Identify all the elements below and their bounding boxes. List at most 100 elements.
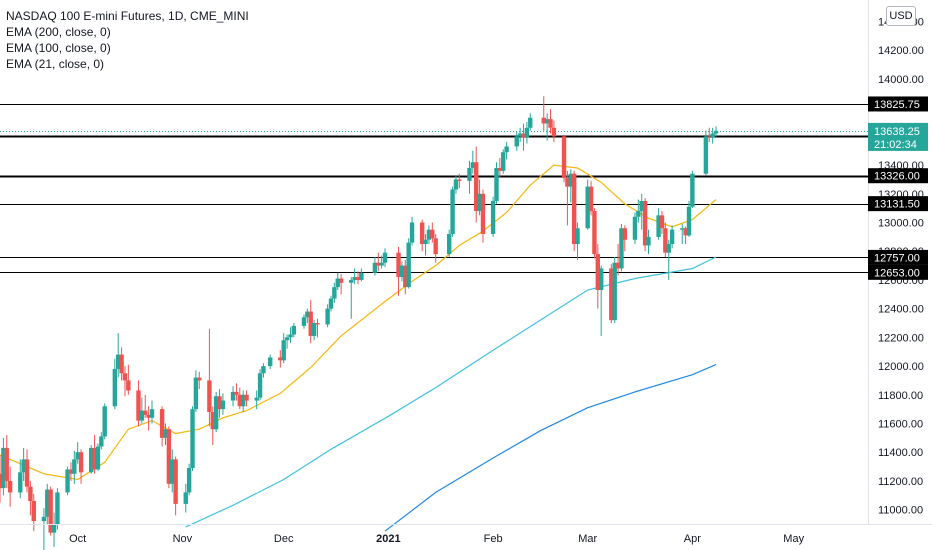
y-tick-label: 14000.00: [878, 74, 924, 86]
candle-body: [122, 373, 128, 381]
candle-body: [281, 340, 286, 361]
candle-body: [139, 410, 145, 421]
candle-body: [396, 252, 401, 278]
candle-body: [551, 127, 557, 137]
candle-body: [186, 468, 192, 493]
candle-body: [68, 469, 74, 474]
x-tick-label: Dec: [274, 533, 294, 545]
candle-body: [379, 262, 384, 266]
candle-body: [45, 489, 50, 517]
y-tick-label: 11800.00: [878, 390, 923, 402]
candle-body: [382, 252, 388, 263]
candle-body: [301, 317, 307, 326]
candle-body: [136, 390, 141, 421]
candle-body: [78, 452, 84, 473]
candle-body: [541, 117, 546, 124]
candle-body: [217, 396, 222, 410]
candle-body: [355, 277, 361, 280]
candle-body: [639, 200, 644, 212]
candle-body: [288, 334, 293, 338]
candle-body: [146, 414, 151, 418]
candle-body: [477, 193, 482, 212]
candle-body: [335, 278, 340, 288]
candle-body: [642, 200, 648, 246]
candle-body: [588, 186, 594, 212]
candle-body: [680, 228, 685, 230]
candle-body: [1, 447, 6, 489]
candle-body: [585, 186, 590, 229]
candle-body: [159, 409, 165, 438]
candle-body: [88, 447, 94, 473]
y-tick-label: 12200.00: [878, 332, 924, 344]
candle-body: [372, 262, 378, 273]
candle-body: [325, 308, 330, 325]
candle-body: [480, 193, 486, 235]
candle-body: [376, 262, 381, 266]
candle-body: [143, 410, 148, 415]
candle-body: [338, 278, 344, 283]
candle-body: [433, 238, 438, 255]
y-tick-label: 14200.00: [878, 45, 924, 57]
candle-body: [102, 406, 107, 437]
candle-body: [254, 397, 259, 401]
candle-body: [470, 162, 476, 168]
candle-body: [349, 279, 354, 283]
candle-body: [453, 179, 459, 190]
level-price-label-bg: [868, 196, 928, 212]
candle-body: [72, 459, 77, 474]
level-price-label-bg: [868, 96, 928, 112]
candle-body: [406, 242, 411, 288]
candle-body: [636, 211, 641, 217]
candle-body: [352, 277, 357, 280]
candle-body: [450, 189, 455, 235]
ema-200-line: [384, 364, 717, 532]
candle-body: [419, 222, 425, 245]
level-price-label: 12653.00: [874, 267, 920, 279]
candle-body: [149, 409, 155, 418]
x-tick-label: Feb: [484, 533, 503, 545]
candle-body: [474, 162, 479, 212]
candle-body: [237, 394, 242, 407]
candle-body: [183, 492, 188, 504]
candle-body: [7, 480, 13, 493]
level-price-label-bg: [868, 249, 928, 265]
candle-body: [403, 265, 408, 288]
legend-ema-100[interactable]: EMA (100, close, 0): [6, 41, 111, 55]
candle-body: [234, 391, 239, 395]
level-price-label: 12757.00: [874, 252, 920, 264]
candle-body: [517, 133, 523, 137]
candle-body: [568, 173, 573, 187]
x-tick-label: Mar: [578, 533, 597, 545]
candle-body: [575, 228, 580, 245]
y-tick-label: 12000.00: [878, 361, 924, 373]
time-axis[interactable]: Oct Nov Dec 2021 Feb Mar Apr May: [0, 524, 932, 546]
candle-body: [240, 394, 246, 407]
candle-body: [592, 211, 597, 255]
currency-button[interactable]: USD: [886, 6, 916, 26]
y-tick-label: 11400.00: [878, 447, 923, 459]
ema-21-line: [0, 164, 717, 481]
candle-body: [359, 272, 364, 280]
candle-body: [666, 244, 671, 253]
candle-body: [190, 409, 195, 469]
last-price-label: 13638.25: [874, 126, 920, 138]
candle-body: [446, 234, 452, 255]
y-tick-label: 11000.00: [878, 505, 923, 517]
candle-body: [561, 136, 567, 179]
legend-ema-21[interactable]: EMA (21, close, 0): [6, 57, 105, 71]
candle-body: [41, 516, 47, 522]
candle-body: [409, 222, 415, 243]
candle-body: [315, 323, 320, 325]
candle-body: [0, 473, 3, 489]
candle-body: [291, 325, 297, 335]
candle-body: [565, 178, 570, 187]
level-price-label-bg: [868, 168, 928, 184]
legend-ema-200[interactable]: EMA (200, close, 0): [6, 25, 111, 39]
level-price-label: 13131.50: [874, 199, 920, 211]
candle-body: [166, 429, 172, 484]
last-price-badge: [868, 122, 928, 151]
candle-body: [615, 262, 621, 269]
candle-body: [423, 239, 428, 245]
candle-body: [669, 229, 675, 245]
